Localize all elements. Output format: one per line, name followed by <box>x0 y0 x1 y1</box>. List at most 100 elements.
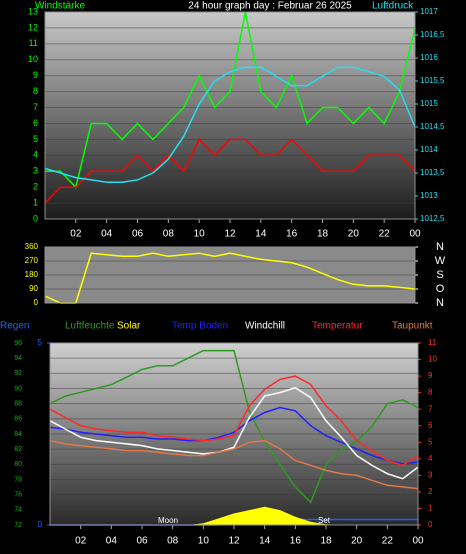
y-tick-label: 2 <box>33 182 38 192</box>
y2-tick-label: 1016,5 <box>420 30 445 39</box>
y2-tick-label: 3 <box>428 470 433 479</box>
y-tick-label: 72 <box>14 522 22 529</box>
legend-entry: Regen <box>0 321 29 332</box>
y-tick-label: 11 <box>29 38 38 48</box>
y2-tick-label: 4 <box>428 454 433 463</box>
legend-entry: Temp Boden <box>172 321 228 332</box>
line <box>49 375 419 467</box>
y2-tick-label: 1012,5 <box>420 214 445 223</box>
x-tick-label: 12 <box>224 229 236 240</box>
y-tick-label: 92 <box>14 370 22 377</box>
y2-tick-label: 6 <box>428 421 433 430</box>
legend-entry: Temperatur <box>312 321 363 332</box>
x-tick-label: 14 <box>259 536 271 547</box>
y2-tick-label: 1014 <box>420 145 438 154</box>
y2-tick-label: O <box>436 283 445 295</box>
y2-tick-label: W <box>435 255 446 267</box>
plot-frame <box>49 342 419 526</box>
y-tick-label: 90 <box>29 284 38 293</box>
y-axis-label: Windstärke <box>35 1 85 12</box>
y2-tick-label: 1015 <box>420 99 438 108</box>
line <box>49 349 419 504</box>
y-tick-label: 76 <box>14 492 22 499</box>
y2-tick-label: N <box>436 297 444 309</box>
x-tick-label: 08 <box>167 536 179 547</box>
y2-tick-label: 2 <box>428 487 433 496</box>
x-tick-label: 20 <box>351 536 363 547</box>
y2-tick-label: 8 <box>428 388 433 397</box>
x-tick-label: 16 <box>286 229 298 240</box>
y2-tick-label: 1017 <box>420 7 438 16</box>
y-tick-label: 10 <box>28 54 38 64</box>
line <box>44 252 416 304</box>
x-tick-label: 18 <box>317 229 329 240</box>
y2-tick-label: 1014,5 <box>420 122 445 131</box>
y-tick-label: 13 <box>28 6 38 16</box>
y-tick-label: 8 <box>33 86 38 96</box>
y2-tick-label: 7 <box>428 404 433 413</box>
x-tick-label: 04 <box>101 229 113 240</box>
plot-frame <box>44 246 416 304</box>
x-tick-label: 14 <box>255 229 267 240</box>
y-tick-label: 78 <box>14 476 22 483</box>
y-tick-label: 7 <box>33 102 38 112</box>
legend-entry: Windchill <box>245 321 285 332</box>
line <box>49 439 419 490</box>
line <box>49 406 419 465</box>
x-tick-label: 08 <box>163 229 175 240</box>
annotation: Moon <box>158 516 178 525</box>
y2-tick-label: 11 <box>428 338 437 347</box>
x-tick-label: 12 <box>228 536 240 547</box>
y-tick-label: 94 <box>14 355 22 362</box>
x-tick-label: 20 <box>348 229 360 240</box>
x-tick-label: 02 <box>75 536 87 547</box>
y-tick-label: 1 <box>33 197 38 207</box>
y-tick-label: 4 <box>33 150 38 160</box>
x-tick-label: 06 <box>136 536 148 547</box>
chart-title: 24 hour graph day : Februar 26 2025 <box>188 1 352 12</box>
y2-tick-label: N <box>436 241 444 253</box>
y-tick-label: 74 <box>14 507 22 514</box>
annotation: Set <box>318 516 331 525</box>
y-tick-label: 82 <box>14 446 22 453</box>
y-tick-label: 180 <box>25 270 39 279</box>
x-tick-label: 02 <box>70 229 82 240</box>
y-tick-label: 0 <box>33 213 38 223</box>
x-tick-label: 18 <box>320 536 332 547</box>
x-tick-label: 06 <box>132 229 144 240</box>
x-tick-label: 04 <box>106 536 118 547</box>
y2-tick-label: 5 <box>428 437 433 446</box>
y2-tick-label: 1013 <box>420 191 438 200</box>
x-tick-label: 16 <box>290 536 302 547</box>
y-tick-label: 0 <box>34 298 39 307</box>
y2-tick-label: 1015,5 <box>420 76 445 85</box>
x-tick-label: 10 <box>198 536 210 547</box>
y2-tick-label: 0 <box>428 520 433 529</box>
y2-tick-label: S <box>436 269 443 281</box>
y-tick-label: 80 <box>14 461 22 468</box>
y-tick-label: 360 <box>25 242 39 251</box>
y-tick-label: 90 <box>14 385 22 392</box>
y3-tick-label: 5 <box>38 338 43 347</box>
legend-entry: Luftfeuchte <box>65 321 115 332</box>
plot-frame <box>44 11 416 220</box>
y-tick-label: 86 <box>14 416 22 423</box>
line <box>45 11 416 189</box>
line <box>44 66 416 183</box>
y-tick-label: 9 <box>33 70 38 80</box>
x-tick-label: 00 <box>409 229 421 240</box>
y2-tick-label: 9 <box>428 371 433 380</box>
y-tick-label: 6 <box>33 118 38 128</box>
x-tick-label: 22 <box>379 229 391 240</box>
line <box>44 138 416 204</box>
y2-axis-label: Luftdruck <box>372 1 414 12</box>
line <box>49 386 419 480</box>
y-tick-label: 84 <box>14 431 22 438</box>
x-tick-label: 00 <box>412 536 424 547</box>
y3-tick-label: 0 <box>38 520 43 529</box>
y-tick-label: 96 <box>14 340 22 347</box>
plot-background <box>45 12 415 219</box>
y2-tick-label: 1013,5 <box>420 168 445 177</box>
